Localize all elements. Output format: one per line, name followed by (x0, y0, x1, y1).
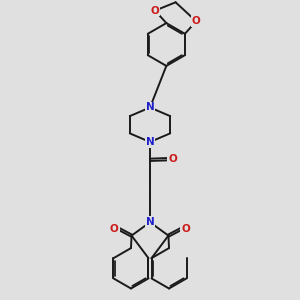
Text: O: O (181, 224, 190, 234)
Text: O: O (192, 16, 200, 26)
Text: O: O (151, 6, 159, 16)
Text: N: N (146, 137, 154, 147)
Text: O: O (168, 154, 177, 164)
Text: N: N (146, 217, 154, 227)
Text: O: O (110, 224, 119, 234)
Text: N: N (146, 103, 154, 112)
